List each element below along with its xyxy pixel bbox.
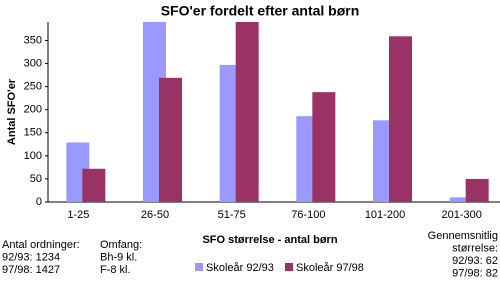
legend-swatch	[285, 263, 293, 271]
annotation: Gennemsnitlig	[428, 230, 498, 242]
bar	[82, 168, 106, 202]
x-axis-label: SFO størrelse - antal børn	[202, 234, 337, 246]
bar	[465, 178, 489, 202]
annotation: størrelse:	[452, 242, 498, 254]
annotation: Antal ordninger:	[2, 239, 80, 251]
legend-swatch	[195, 263, 203, 271]
x-tick-label: 1-25	[67, 209, 89, 221]
annotation: F-8 kl.	[100, 264, 131, 276]
chart-title: SFO'er fordelt efter antal børn	[161, 3, 360, 19]
y-axis-label: Antal SFO'er	[6, 78, 18, 145]
x-tick-label: 76-100	[291, 209, 325, 221]
annotation: Bh-9 kl.	[100, 251, 137, 263]
y-tick-label: 250	[24, 81, 42, 93]
bar	[235, 22, 259, 202]
x-tick-label: 26-50	[141, 209, 169, 221]
annotation: 92/93: 62	[452, 255, 498, 267]
annotation: 97/98: 82	[452, 267, 498, 279]
legend-label: Skoleår 92/93	[206, 262, 274, 274]
annotation: 97/98: 1427	[2, 264, 60, 276]
annotation: 92/93: 1234	[2, 251, 60, 263]
y-tick-label: 150	[24, 127, 42, 139]
x-tick-label: 201-300	[441, 209, 481, 221]
y-tick-label: 50	[30, 173, 42, 185]
legend-label: Skoleår 97/98	[296, 262, 364, 274]
x-tick-label: 101-200	[365, 209, 405, 221]
annotation: Omfang:	[100, 239, 142, 251]
y-tick-label: 200	[24, 104, 42, 116]
y-tick-label: 350	[24, 34, 42, 46]
x-tick-label: 51-75	[218, 209, 246, 221]
y-tick-label: 100	[24, 150, 42, 162]
bar	[159, 77, 182, 202]
y-tick-label: 0	[36, 196, 42, 208]
bar	[312, 92, 336, 202]
y-tick-label: 300	[24, 57, 42, 69]
bar	[449, 197, 473, 202]
bar	[389, 36, 412, 202]
